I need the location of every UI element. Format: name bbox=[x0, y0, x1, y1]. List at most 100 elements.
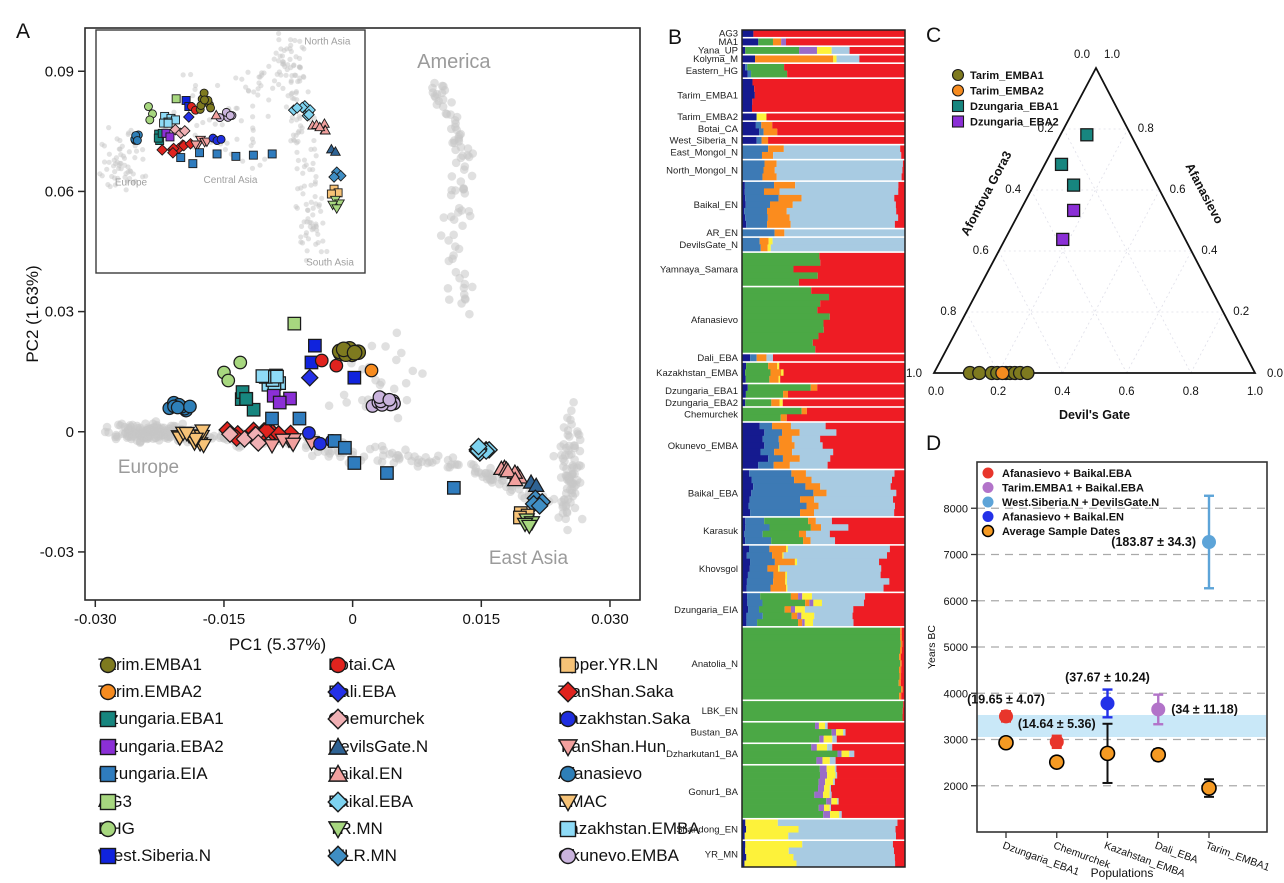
svg-text:0.6: 0.6 bbox=[1119, 386, 1135, 398]
svg-text:Chemurchek: Chemurchek bbox=[684, 410, 738, 421]
pca-legend-item: Upper.YR.LN bbox=[558, 651, 700, 678]
pca-legend-item: Dzungaria.EIA bbox=[98, 761, 224, 788]
svg-text:0.015: 0.015 bbox=[463, 611, 501, 628]
upper_yr_ln-marker-icon bbox=[559, 656, 577, 673]
panel-b-label: B bbox=[668, 26, 683, 49]
svg-text:Tarim_EMBA1: Tarim_EMBA1 bbox=[1204, 840, 1271, 874]
tarim_emba1-marker-icon bbox=[99, 656, 117, 673]
svg-text:0.0: 0.0 bbox=[928, 386, 944, 398]
svg-text:America: America bbox=[417, 51, 491, 73]
svg-text:LBK_EN: LBK_EN bbox=[702, 706, 739, 717]
svg-text:East Asia: East Asia bbox=[489, 548, 569, 569]
afanasievo-marker-icon bbox=[559, 766, 577, 783]
svg-text:0.03: 0.03 bbox=[45, 304, 74, 321]
svg-text:-0.030: -0.030 bbox=[74, 611, 117, 628]
svg-text:Central Asia: Central Asia bbox=[204, 175, 258, 186]
svg-text:East_Mongol_N: East_Mongol_N bbox=[670, 147, 738, 158]
pca-legend-item: DevilsGate.N bbox=[327, 733, 429, 760]
pca-legend-label: Afanasievo bbox=[558, 764, 643, 784]
svg-text:0.4: 0.4 bbox=[1005, 184, 1022, 196]
svg-text:-0.03: -0.03 bbox=[40, 544, 74, 561]
kazakhstan_emba-marker-icon bbox=[559, 820, 577, 838]
svg-text:Khovsgol: Khovsgol bbox=[699, 564, 738, 575]
pca-legend-item: Dzungaria.EBA2 bbox=[98, 733, 224, 760]
pca-legend-item: WLR.MN bbox=[327, 843, 428, 870]
svg-text:0: 0 bbox=[66, 424, 74, 441]
dzungaria_eba1-marker-icon bbox=[99, 711, 117, 728]
pca-legend-label: Upper.YR.LN bbox=[558, 654, 659, 674]
pca-legend-item: Kazakhstan.Saka bbox=[558, 706, 700, 733]
pca-legend-item: Botai.CA bbox=[328, 651, 428, 678]
svg-text:Yamnaya_Samara: Yamnaya_Samara bbox=[660, 265, 739, 276]
pca-legend-item: TianShan.Hun bbox=[557, 733, 700, 760]
svg-text:Bustan_BA: Bustan_BA bbox=[690, 728, 738, 739]
svg-text:Tarim_EMBA1: Tarim_EMBA1 bbox=[970, 70, 1044, 82]
pca-legend-item: Tarim.EMBA1 bbox=[98, 651, 224, 678]
svg-text:0.06: 0.06 bbox=[45, 183, 74, 200]
tianshan_hun-marker-icon bbox=[557, 739, 579, 757]
svg-text:Afanasievo + Baikal.EBA: Afanasievo + Baikal.EBA bbox=[1002, 468, 1132, 480]
svg-text:Dzharkutan1_BA: Dzharkutan1_BA bbox=[666, 749, 738, 760]
svg-text:DevilsGate_N: DevilsGate_N bbox=[679, 240, 738, 251]
svg-text:Dzungaria_EBA1: Dzungaria_EBA1 bbox=[665, 386, 738, 397]
svg-text:0.6: 0.6 bbox=[1170, 184, 1186, 196]
pca-legend-label: West.Siberia.N bbox=[98, 846, 212, 866]
svg-text:West_Siberia_N: West_Siberia_N bbox=[670, 136, 739, 147]
svg-text:0.2: 0.2 bbox=[990, 386, 1006, 398]
svg-text:Dzungaria_EBA2: Dzungaria_EBA2 bbox=[665, 398, 738, 409]
svg-text:Europe: Europe bbox=[118, 457, 179, 478]
svg-text:Kolyma_M: Kolyma_M bbox=[693, 54, 738, 65]
pca-legend-item: Okunevo.EMBA bbox=[558, 843, 700, 870]
devilsgate_n-marker-icon bbox=[327, 736, 349, 755]
svg-text:Afanasievo: Afanasievo bbox=[691, 315, 738, 326]
svg-text:Populations: Populations bbox=[1091, 866, 1154, 880]
pca-legend-item: Dali.EBA bbox=[327, 678, 428, 705]
tarim_emba2-marker-icon bbox=[99, 683, 117, 701]
pca-legend-label: Dzungaria.EBA2 bbox=[98, 736, 224, 756]
baikal_en-marker-icon bbox=[327, 764, 349, 783]
svg-text:Shandong_EN: Shandong_EN bbox=[676, 825, 738, 836]
yr_mn-marker-icon bbox=[327, 821, 349, 840]
pca-legend-item: Afanasievo bbox=[558, 761, 700, 788]
svg-text:(14.64 ± 5.36): (14.64 ± 5.36) bbox=[1018, 717, 1096, 731]
svg-text:0.09: 0.09 bbox=[45, 63, 74, 80]
svg-text:Dzungaria_EBA2: Dzungaria_EBA2 bbox=[970, 117, 1059, 129]
svg-text:Afanasievo: Afanasievo bbox=[1182, 161, 1226, 227]
pca-legend-label: Kazakhstan.Saka bbox=[558, 709, 691, 729]
svg-text:AR_EN: AR_EN bbox=[706, 228, 738, 239]
pca-legend-item: BMAC bbox=[557, 788, 700, 815]
pca-legend-label: WLR.MN bbox=[328, 846, 397, 866]
svg-text:West.Siberia.N + DevilsGate.N: West.Siberia.N + DevilsGate.N bbox=[1002, 497, 1159, 509]
svg-text:PC2 (1.63%): PC2 (1.63%) bbox=[23, 265, 42, 362]
svg-text:0.6: 0.6 bbox=[973, 245, 989, 257]
svg-text:0.4: 0.4 bbox=[1054, 386, 1071, 398]
ternary-plot: 0.0 1.0 1.0 0.0 0.0 1.0 0.2 0.8 0.2 0.4 0.6 0.4 0.6 0… bbox=[906, 49, 1283, 422]
pca-legend-label: Chemurchek bbox=[328, 709, 425, 729]
svg-text:Gonur1_BA: Gonur1_BA bbox=[688, 787, 738, 798]
svg-text:Kazakhstan_EMBA: Kazakhstan_EMBA bbox=[656, 368, 739, 379]
svg-text:4000: 4000 bbox=[944, 688, 968, 700]
panel-a-label: A bbox=[16, 20, 31, 43]
svg-text:PC1 (5.37%): PC1 (5.37%) bbox=[229, 635, 326, 654]
pca-legend-label: TianShan.Saka bbox=[558, 682, 674, 702]
svg-text:8000: 8000 bbox=[944, 503, 968, 515]
svg-text:Tarim.EMBA1 + Baikal.EBA: Tarim.EMBA1 + Baikal.EBA bbox=[1002, 483, 1144, 495]
svg-text:Botai_CA: Botai_CA bbox=[698, 124, 739, 135]
pca-legend-label: Tarim.EMBA1 bbox=[98, 654, 202, 674]
pca-legend-item: AG3 bbox=[98, 788, 224, 815]
tianshan_saka-marker-icon bbox=[557, 681, 579, 703]
svg-text:Karasuk: Karasuk bbox=[703, 526, 738, 537]
svg-text:MA1: MA1 bbox=[718, 37, 738, 48]
svg-text:Dzungaria_EIA: Dzungaria_EIA bbox=[674, 605, 739, 616]
pca-legend-item: Baikal.EBA bbox=[327, 788, 428, 815]
pca-legend-label: DevilsGate.N bbox=[328, 736, 429, 756]
pca-legend-label: TianShan.Hun bbox=[558, 736, 667, 756]
pca-legend-item: EHG bbox=[98, 815, 224, 842]
pca-legend-label: Dzungaria.EBA1 bbox=[98, 709, 224, 729]
svg-text:(34 ± 11.18): (34 ± 11.18) bbox=[1171, 702, 1238, 716]
svg-text:2000: 2000 bbox=[944, 781, 968, 793]
svg-text:Afanasievo + Baikal.EN: Afanasievo + Baikal.EN bbox=[1002, 512, 1124, 524]
svg-text:Anatolia_N: Anatolia_N bbox=[692, 659, 739, 670]
